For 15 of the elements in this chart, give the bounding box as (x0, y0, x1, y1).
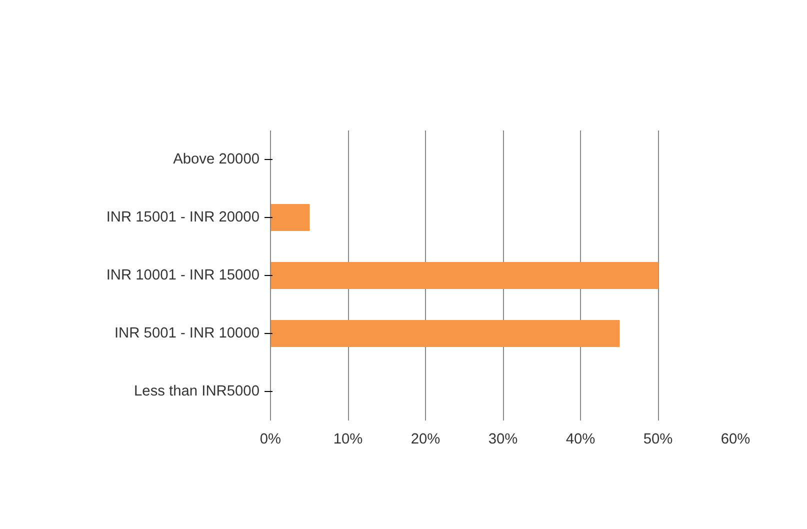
bar (270, 262, 658, 290)
x-tick-label: 0% (260, 432, 282, 448)
y-tick-label: INR 10001 - INR 15000 (106, 268, 260, 284)
y-tick-label: Above 20000 (173, 152, 260, 168)
bar (270, 320, 620, 348)
x-tick-label: 30% (488, 432, 518, 448)
x-tick-label: 60% (720, 432, 750, 448)
bar (270, 204, 310, 232)
y-tick-label: INR 15001 - INR 20000 (106, 210, 260, 226)
x-tick-label: 10% (333, 432, 363, 448)
x-tick-label: 20% (410, 432, 440, 448)
y-tick-label: Less than INR5000 (134, 384, 260, 400)
y-tick-label: INR 5001 - INR 10000 (114, 326, 260, 342)
x-tick-label: 40% (566, 432, 596, 448)
x-tick-label: 50% (643, 432, 673, 448)
